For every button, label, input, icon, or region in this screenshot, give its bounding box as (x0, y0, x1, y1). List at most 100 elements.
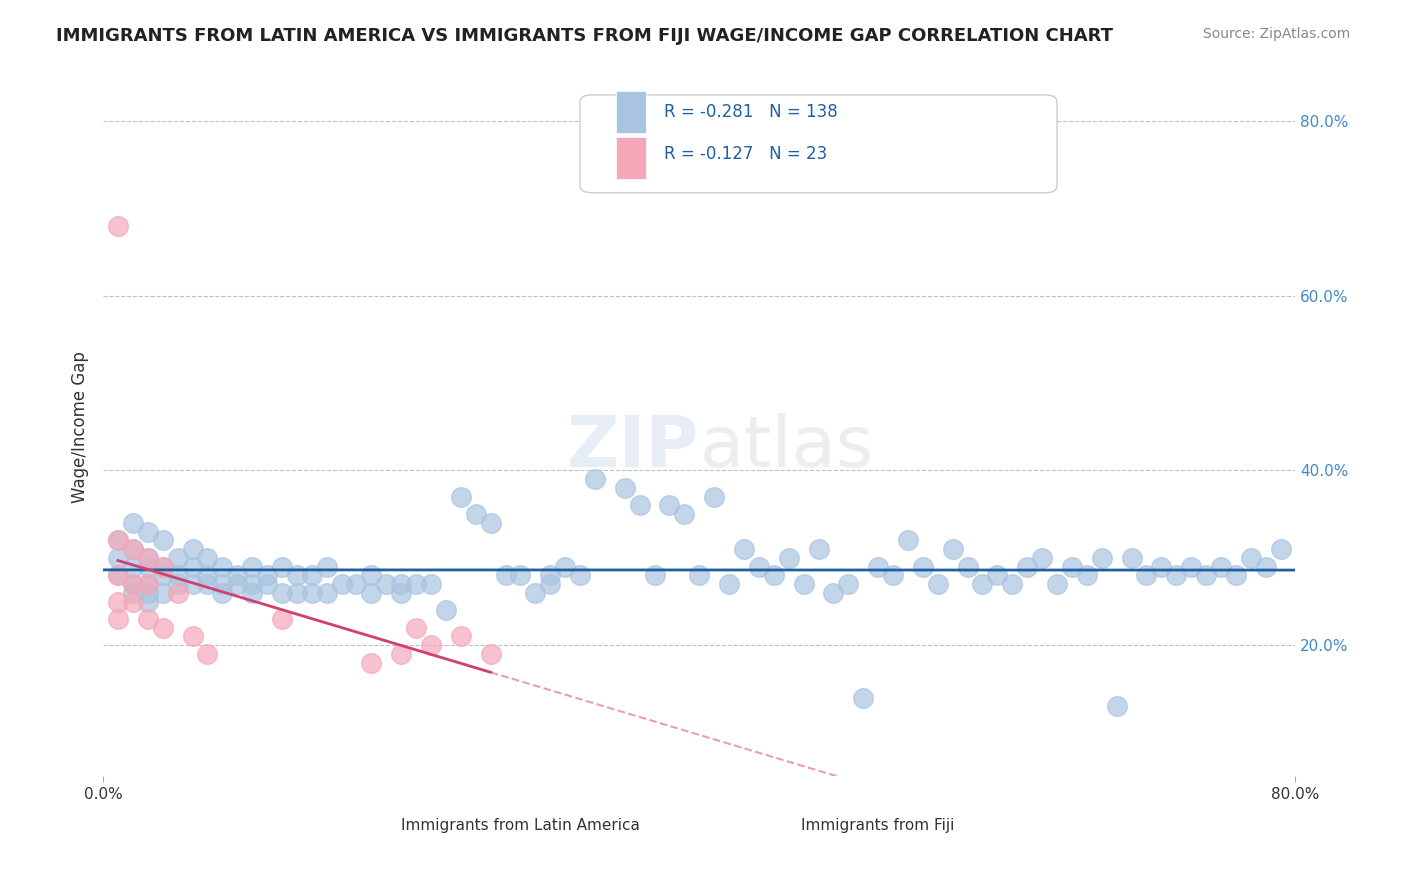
Point (211, 586, 233, 600)
Point (569, 568, 592, 582)
Point (450, 629, 472, 643)
Point (1270, 542, 1292, 557)
Point (479, 647, 502, 661)
Point (166, 550, 188, 565)
Point (107, 219, 129, 233)
Point (122, 577, 145, 591)
Point (1225, 568, 1247, 582)
Point (152, 621, 174, 635)
Point (152, 586, 174, 600)
Point (122, 516, 145, 530)
Point (122, 559, 145, 574)
Point (434, 603, 457, 617)
Point (211, 577, 233, 591)
Point (748, 559, 770, 574)
Point (107, 568, 129, 582)
Point (301, 586, 323, 600)
Point (285, 568, 308, 582)
Point (107, 533, 129, 548)
Point (136, 577, 159, 591)
Point (122, 542, 145, 557)
Point (1001, 577, 1024, 591)
Point (166, 568, 188, 582)
Point (152, 559, 174, 574)
Point (942, 542, 965, 557)
Point (136, 559, 159, 574)
Point (122, 577, 145, 591)
Point (1166, 568, 1188, 582)
Point (718, 577, 741, 591)
Point (136, 594, 159, 608)
Point (181, 559, 204, 574)
Point (181, 629, 204, 643)
FancyBboxPatch shape (366, 802, 387, 827)
Point (181, 542, 204, 557)
Point (197, 550, 219, 565)
Point (136, 612, 159, 626)
Point (807, 542, 830, 557)
Point (240, 586, 263, 600)
Point (778, 550, 800, 565)
FancyBboxPatch shape (581, 95, 1057, 193)
Point (1150, 559, 1173, 574)
Point (285, 586, 308, 600)
Point (1060, 559, 1083, 574)
Point (346, 577, 368, 591)
Point (315, 559, 337, 574)
Text: Immigrants from Fiji: Immigrants from Fiji (801, 818, 955, 833)
Point (107, 533, 129, 548)
FancyBboxPatch shape (616, 91, 645, 133)
FancyBboxPatch shape (616, 136, 645, 178)
Point (405, 577, 427, 591)
Point (673, 507, 696, 521)
Point (1195, 568, 1218, 582)
Point (152, 533, 174, 548)
Point (658, 499, 681, 513)
Point (330, 577, 353, 591)
Point (107, 568, 129, 582)
Point (882, 568, 904, 582)
Point (107, 594, 129, 608)
Point (389, 586, 412, 600)
Point (538, 577, 561, 591)
Point (197, 577, 219, 591)
Point (136, 550, 159, 565)
Point (122, 542, 145, 557)
Point (733, 542, 755, 557)
Point (375, 577, 398, 591)
Point (136, 577, 159, 591)
Point (793, 577, 815, 591)
Point (420, 638, 443, 652)
Point (166, 577, 188, 591)
Point (823, 586, 845, 600)
Point (986, 568, 1008, 582)
Point (271, 559, 294, 574)
Point (136, 524, 159, 539)
Point (122, 586, 145, 600)
Point (107, 550, 129, 565)
Point (226, 568, 249, 582)
Point (538, 568, 561, 582)
Point (1046, 577, 1069, 591)
Point (897, 533, 920, 548)
Point (762, 568, 785, 582)
Point (450, 490, 472, 504)
Point (972, 577, 994, 591)
Point (181, 577, 204, 591)
Point (256, 577, 278, 591)
Point (852, 690, 875, 705)
Point (644, 568, 666, 582)
Point (554, 559, 576, 574)
Point (420, 577, 443, 591)
Point (211, 559, 233, 574)
Point (360, 568, 382, 582)
Point (136, 550, 159, 565)
Point (1091, 550, 1114, 565)
Point (226, 577, 249, 591)
Point (524, 586, 547, 600)
Point (256, 568, 278, 582)
Point (136, 586, 159, 600)
Point (688, 568, 710, 582)
Text: Immigrants from Latin America: Immigrants from Latin America (401, 818, 640, 833)
Point (166, 586, 188, 600)
